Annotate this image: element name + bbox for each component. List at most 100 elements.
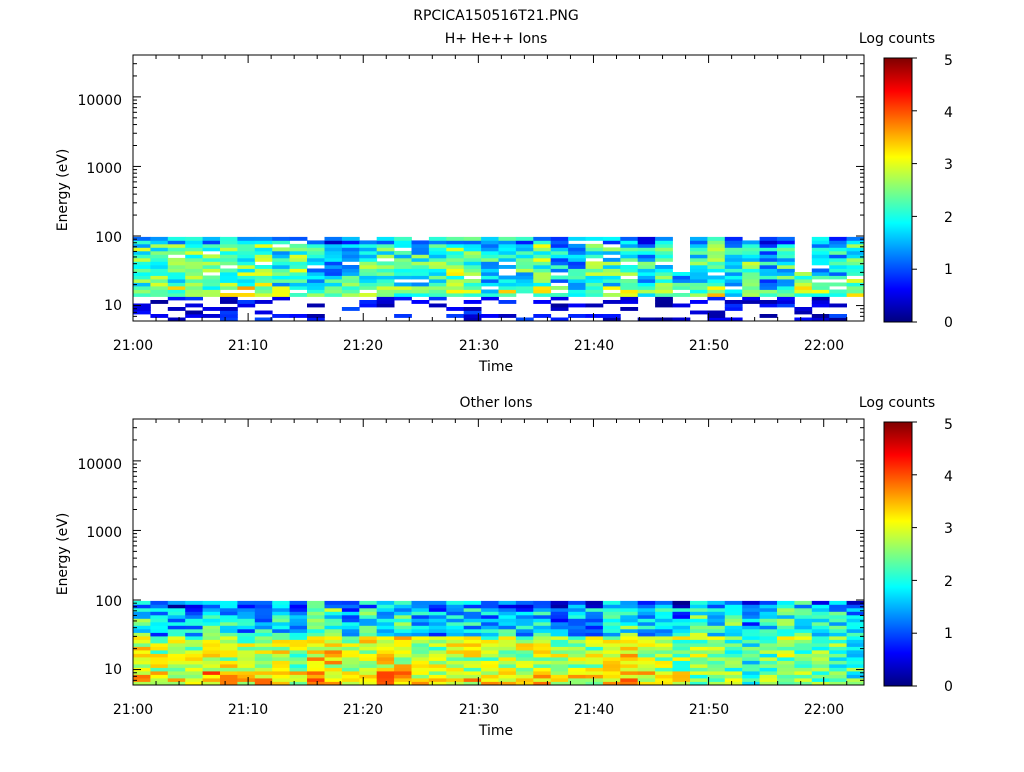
heatmap-cell: [272, 261, 290, 266]
heatmap-cell: [307, 611, 325, 616]
heatmap-cell: [376, 667, 395, 672]
heatmap-cell: [428, 678, 447, 682]
heatmap-cell: [376, 632, 395, 637]
heatmap-cell: [777, 604, 795, 609]
heatmap-cell: [829, 275, 847, 280]
heatmap-cell: [637, 611, 656, 616]
heatmap-cell: [376, 611, 395, 616]
heatmap-cell: [846, 629, 865, 633]
colorbar: Log counts 0 1 2 3 4 5: [859, 395, 953, 695]
heatmap-cell: [394, 296, 412, 301]
heatmap-cell: [481, 639, 499, 644]
heatmap-cell: [515, 660, 534, 665]
heatmap-cell: [341, 625, 360, 630]
heatmap-cell: [724, 650, 743, 654]
heatmap-cell: [742, 600, 760, 605]
heatmap-cell: [672, 293, 691, 297]
heatmap-cell: [202, 282, 221, 287]
heatmap-cell: [794, 667, 813, 672]
heatmap-cell: [533, 614, 552, 619]
heatmap-cell: [394, 286, 412, 290]
heatmap-cell: [672, 621, 691, 626]
heatmap-cell: [376, 639, 395, 644]
heatmap-cell: [690, 243, 708, 248]
heatmap-cell: [585, 611, 604, 616]
heatmap-cell: [202, 600, 221, 605]
heatmap-cell: [846, 636, 865, 640]
heatmap-cell: [794, 289, 813, 294]
heatmap-cell: [272, 240, 290, 245]
heatmap-cell: [185, 261, 203, 266]
heatmap-cell: [376, 247, 395, 252]
heatmap-cell: [498, 254, 517, 259]
colorbar-label: Log counts: [859, 395, 935, 411]
heatmap-cell: [846, 236, 865, 241]
heatmap-cell: [794, 307, 813, 311]
heatmap-cell: [133, 254, 151, 259]
heatmap-cell: [707, 268, 726, 273]
heatmap-cell: [533, 286, 552, 290]
heatmap-cell: [690, 674, 708, 679]
heatmap-cell: [463, 310, 482, 315]
heatmap-cell: [620, 646, 639, 651]
heatmap-cell: [829, 257, 847, 262]
heatmap-cell: [655, 607, 673, 612]
heatmap-cell: [637, 250, 656, 255]
heatmap-cell: [272, 625, 290, 630]
heatmap-cell: [446, 646, 465, 651]
heatmap-cell: [568, 674, 586, 679]
heatmap-cell: [202, 607, 221, 612]
heatmap-cell: [185, 643, 203, 647]
heatmap-cell: [602, 643, 621, 647]
heatmap-cell: [307, 314, 325, 318]
heatmap-cell: [759, 678, 778, 682]
heatmap-cell: [690, 279, 708, 283]
heatmap-cell: [463, 240, 482, 245]
heatmap-cell: [202, 632, 221, 637]
heatmap-cell: [376, 272, 395, 276]
heatmap-cells: [133, 236, 865, 322]
heatmap-cell: [307, 632, 325, 637]
heatmap-cell: [411, 625, 430, 630]
heatmap-cell: [672, 657, 691, 661]
heatmap-cell: [637, 257, 656, 262]
heatmap-cell: [359, 265, 378, 269]
heatmap-cell: [829, 317, 847, 322]
heatmap-cell: [150, 247, 169, 252]
heatmap-cell: [637, 625, 656, 630]
heatmap-cell: [428, 643, 447, 647]
heatmap-cell: [620, 650, 639, 654]
heatmap-cell: [324, 289, 343, 294]
heatmap-cell: [202, 286, 221, 290]
heatmap-cell: [237, 607, 256, 612]
heatmap-cell: [533, 643, 552, 647]
heatmap-cell: [428, 629, 447, 633]
heatmap-cell: [237, 653, 256, 658]
heatmap-cell: [463, 289, 482, 294]
heatmap-cell: [185, 265, 203, 269]
heatmap-cell: [289, 243, 308, 248]
heatmap-cell: [742, 282, 760, 287]
heatmap-cell: [515, 621, 534, 626]
heatmap-cell: [341, 607, 360, 612]
heatmap-cell: [724, 282, 743, 287]
heatmap-cell: [307, 667, 325, 672]
heatmap-cell: [289, 646, 308, 651]
heatmap-cell: [742, 664, 760, 668]
heatmap-cell: [133, 236, 151, 241]
heatmap-cell: [341, 660, 360, 665]
heatmap-cell: [202, 611, 221, 616]
heatmap-cell: [846, 674, 865, 679]
heatmap-cell: [220, 275, 238, 280]
heatmap-cell: [568, 261, 586, 266]
heatmap-cell: [602, 621, 621, 626]
heatmap-cell: [707, 317, 726, 322]
heatmap-cell: [846, 639, 865, 644]
heatmap-cell: [515, 275, 534, 280]
heatmap-cell: [446, 639, 465, 644]
heatmap-cell: [289, 650, 308, 654]
heatmap-cell: [672, 618, 691, 623]
heatmap-cell: [759, 604, 778, 609]
heatmap-cell: [533, 667, 552, 672]
heatmap-cell: [254, 247, 273, 252]
